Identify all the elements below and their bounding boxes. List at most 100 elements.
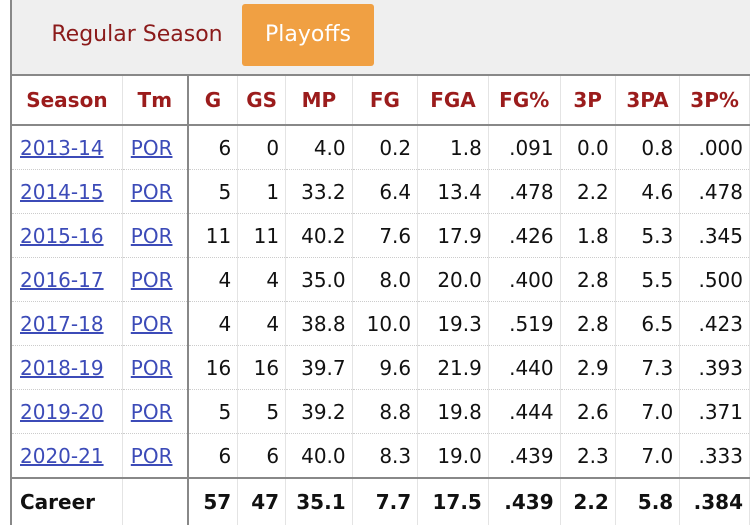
stat-cell-gs: 0 [237, 125, 287, 170]
career-stat-cell: 2.2 [560, 477, 616, 525]
team-link[interactable]: POR [130, 355, 173, 380]
column-header-3p[interactable]: 3P [560, 74, 616, 126]
stat-cell-fga: 19.8 [417, 389, 489, 434]
stat-cell-fg-pct: .400 [488, 257, 561, 302]
stat-cell-3p: 2.3 [560, 433, 616, 479]
stat-cell-mp: 4.0 [285, 125, 353, 170]
stat-cell-mp: 39.7 [285, 345, 353, 390]
stat-cell-fg: 8.0 [352, 257, 419, 302]
table-row: 2013-14 POR 6 0 4.0 0.2 1.8.091 0.0 0.8.000 [9, 125, 750, 170]
stat-cell-3pa: 7.3 [615, 345, 681, 390]
column-header-tm[interactable]: Tm [122, 74, 189, 126]
table-header: Season Tm G GS MP FG FGA FG% 3P 3PA 3P% [9, 74, 750, 126]
season-link[interactable]: 2018-19 [20, 355, 104, 380]
stat-cell-g: 11 [187, 213, 239, 258]
team-link[interactable]: POR [130, 267, 173, 292]
stat-cell-fg-pct: .426 [488, 213, 561, 258]
season-cell: 2014-15 [9, 169, 123, 214]
season-cell: 2017-18 [9, 301, 123, 346]
table-body: 2013-14 POR 6 0 4.0 0.2 1.8.091 0.0 0.8.000 2014-… [9, 125, 750, 479]
stat-cell-3pa: 7.0 [615, 389, 681, 434]
stat-cell-3p: 2.8 [560, 301, 616, 346]
stat-cell-fg-pct: .439 [488, 433, 561, 479]
team-link[interactable]: POR [130, 311, 173, 336]
season-cell: 2018-19 [9, 345, 123, 390]
team-cell: POR [122, 125, 189, 170]
career-label: Career [9, 477, 123, 525]
stat-cell-3p: 2.2 [560, 169, 616, 214]
stat-cell-fg: 8.3 [352, 433, 419, 479]
stat-cell-3pa: 7.0 [615, 433, 681, 479]
stat-cell-g: 5 [187, 169, 239, 214]
stat-cell-3pa: 4.6 [615, 169, 681, 214]
season-link[interactable]: 2016-17 [20, 267, 104, 292]
stat-cell-mp: 35.0 [285, 257, 353, 302]
stat-cell-3p: 0.0 [560, 125, 616, 170]
team-link[interactable]: POR [130, 223, 173, 248]
stat-cell-3pa: 6.5 [615, 301, 681, 346]
team-cell: POR [122, 169, 189, 214]
team-cell: POR [122, 433, 189, 479]
season-link[interactable]: 2014-15 [20, 179, 104, 204]
stat-cell-3p: 2.8 [560, 257, 616, 302]
stat-cell-3p: 1.8 [560, 213, 616, 258]
stat-cell-g: 4 [187, 301, 239, 346]
stat-cell-gs: 1 [237, 169, 287, 214]
stat-cell-gs: 5 [237, 389, 287, 434]
career-stat-cell: 17.5 [417, 477, 489, 525]
stat-cell-fg: 10.0 [352, 301, 419, 346]
column-header-g[interactable]: G [187, 74, 239, 126]
table-row: 2017-18 POR 4 4 38.8 10.0 19.3.519 2.8 6.5.423 [9, 301, 750, 346]
season-link[interactable]: 2020-21 [20, 443, 104, 468]
career-stat-cell: 57 [187, 477, 239, 525]
team-link[interactable]: POR [130, 135, 173, 160]
team-cell: POR [122, 213, 189, 258]
stat-cell-fga: 13.4 [417, 169, 489, 214]
career-stat-cell [122, 477, 189, 525]
team-cell: POR [122, 345, 189, 390]
stat-cell-g: 16 [187, 345, 239, 390]
tab-regular-season[interactable]: Regular Season [51, 22, 223, 47]
season-link[interactable]: 2019-20 [20, 399, 104, 424]
stat-cell-fg: 6.4 [352, 169, 419, 214]
stat-cell-fga: 19.3 [417, 301, 489, 346]
column-header-gs[interactable]: GS [237, 74, 287, 126]
column-header-fg[interactable]: FG [352, 74, 419, 126]
column-header-mp[interactable]: MP [285, 74, 353, 126]
stat-cell-3p: 2.6 [560, 389, 616, 434]
team-link[interactable]: POR [130, 179, 173, 204]
season-link[interactable]: 2017-18 [20, 311, 104, 336]
season-cell: 2019-20 [9, 389, 123, 434]
stat-cell-gs: 6 [237, 433, 287, 479]
stat-cell-3p-pct: .478 [679, 169, 750, 214]
stat-cell-3p-pct: .000 [679, 125, 750, 170]
stat-cell-gs: 4 [237, 257, 287, 302]
stat-cell-3p-pct: .333 [679, 433, 750, 479]
tab-playoffs[interactable]: Playoffs [242, 4, 374, 66]
stat-cell-fg: 0.2 [352, 125, 419, 170]
stat-cell-fg-pct: .444 [488, 389, 561, 434]
column-header-fga[interactable]: FGA [417, 74, 489, 126]
column-header-fg-pct[interactable]: FG% [488, 74, 561, 126]
playoffs-stats-table: Season Tm G GS MP FG FGA FG% 3P 3PA 3P% 2013-14 POR… [9, 74, 750, 525]
career-stat-cell: 35.1 [285, 477, 353, 525]
column-header-season[interactable]: Season [9, 74, 123, 126]
stat-cell-gs: 11 [237, 213, 287, 258]
stat-cell-mp: 40.2 [285, 213, 353, 258]
team-link[interactable]: POR [130, 443, 173, 468]
stat-cell-gs: 4 [237, 301, 287, 346]
table-row: 2018-19 POR 16 16 39.7 9.6 21.9.440 2.9 7.3.393 [9, 345, 750, 390]
stat-cell-mp: 38.8 [285, 301, 353, 346]
stat-cell-g: 6 [187, 125, 239, 170]
stat-cell-fg-pct: .478 [488, 169, 561, 214]
column-header-3p-pct[interactable]: 3P% [679, 74, 750, 126]
team-link[interactable]: POR [130, 399, 173, 424]
season-link[interactable]: 2013-14 [20, 135, 104, 160]
stat-cell-g: 6 [187, 433, 239, 479]
stat-cell-3p-pct: .393 [679, 345, 750, 390]
season-link[interactable]: 2015-16 [20, 223, 104, 248]
column-header-3pa[interactable]: 3PA [615, 74, 681, 126]
stat-cell-g: 5 [187, 389, 239, 434]
stat-cell-fga: 19.0 [417, 433, 489, 479]
stat-cell-3pa: 0.8 [615, 125, 681, 170]
